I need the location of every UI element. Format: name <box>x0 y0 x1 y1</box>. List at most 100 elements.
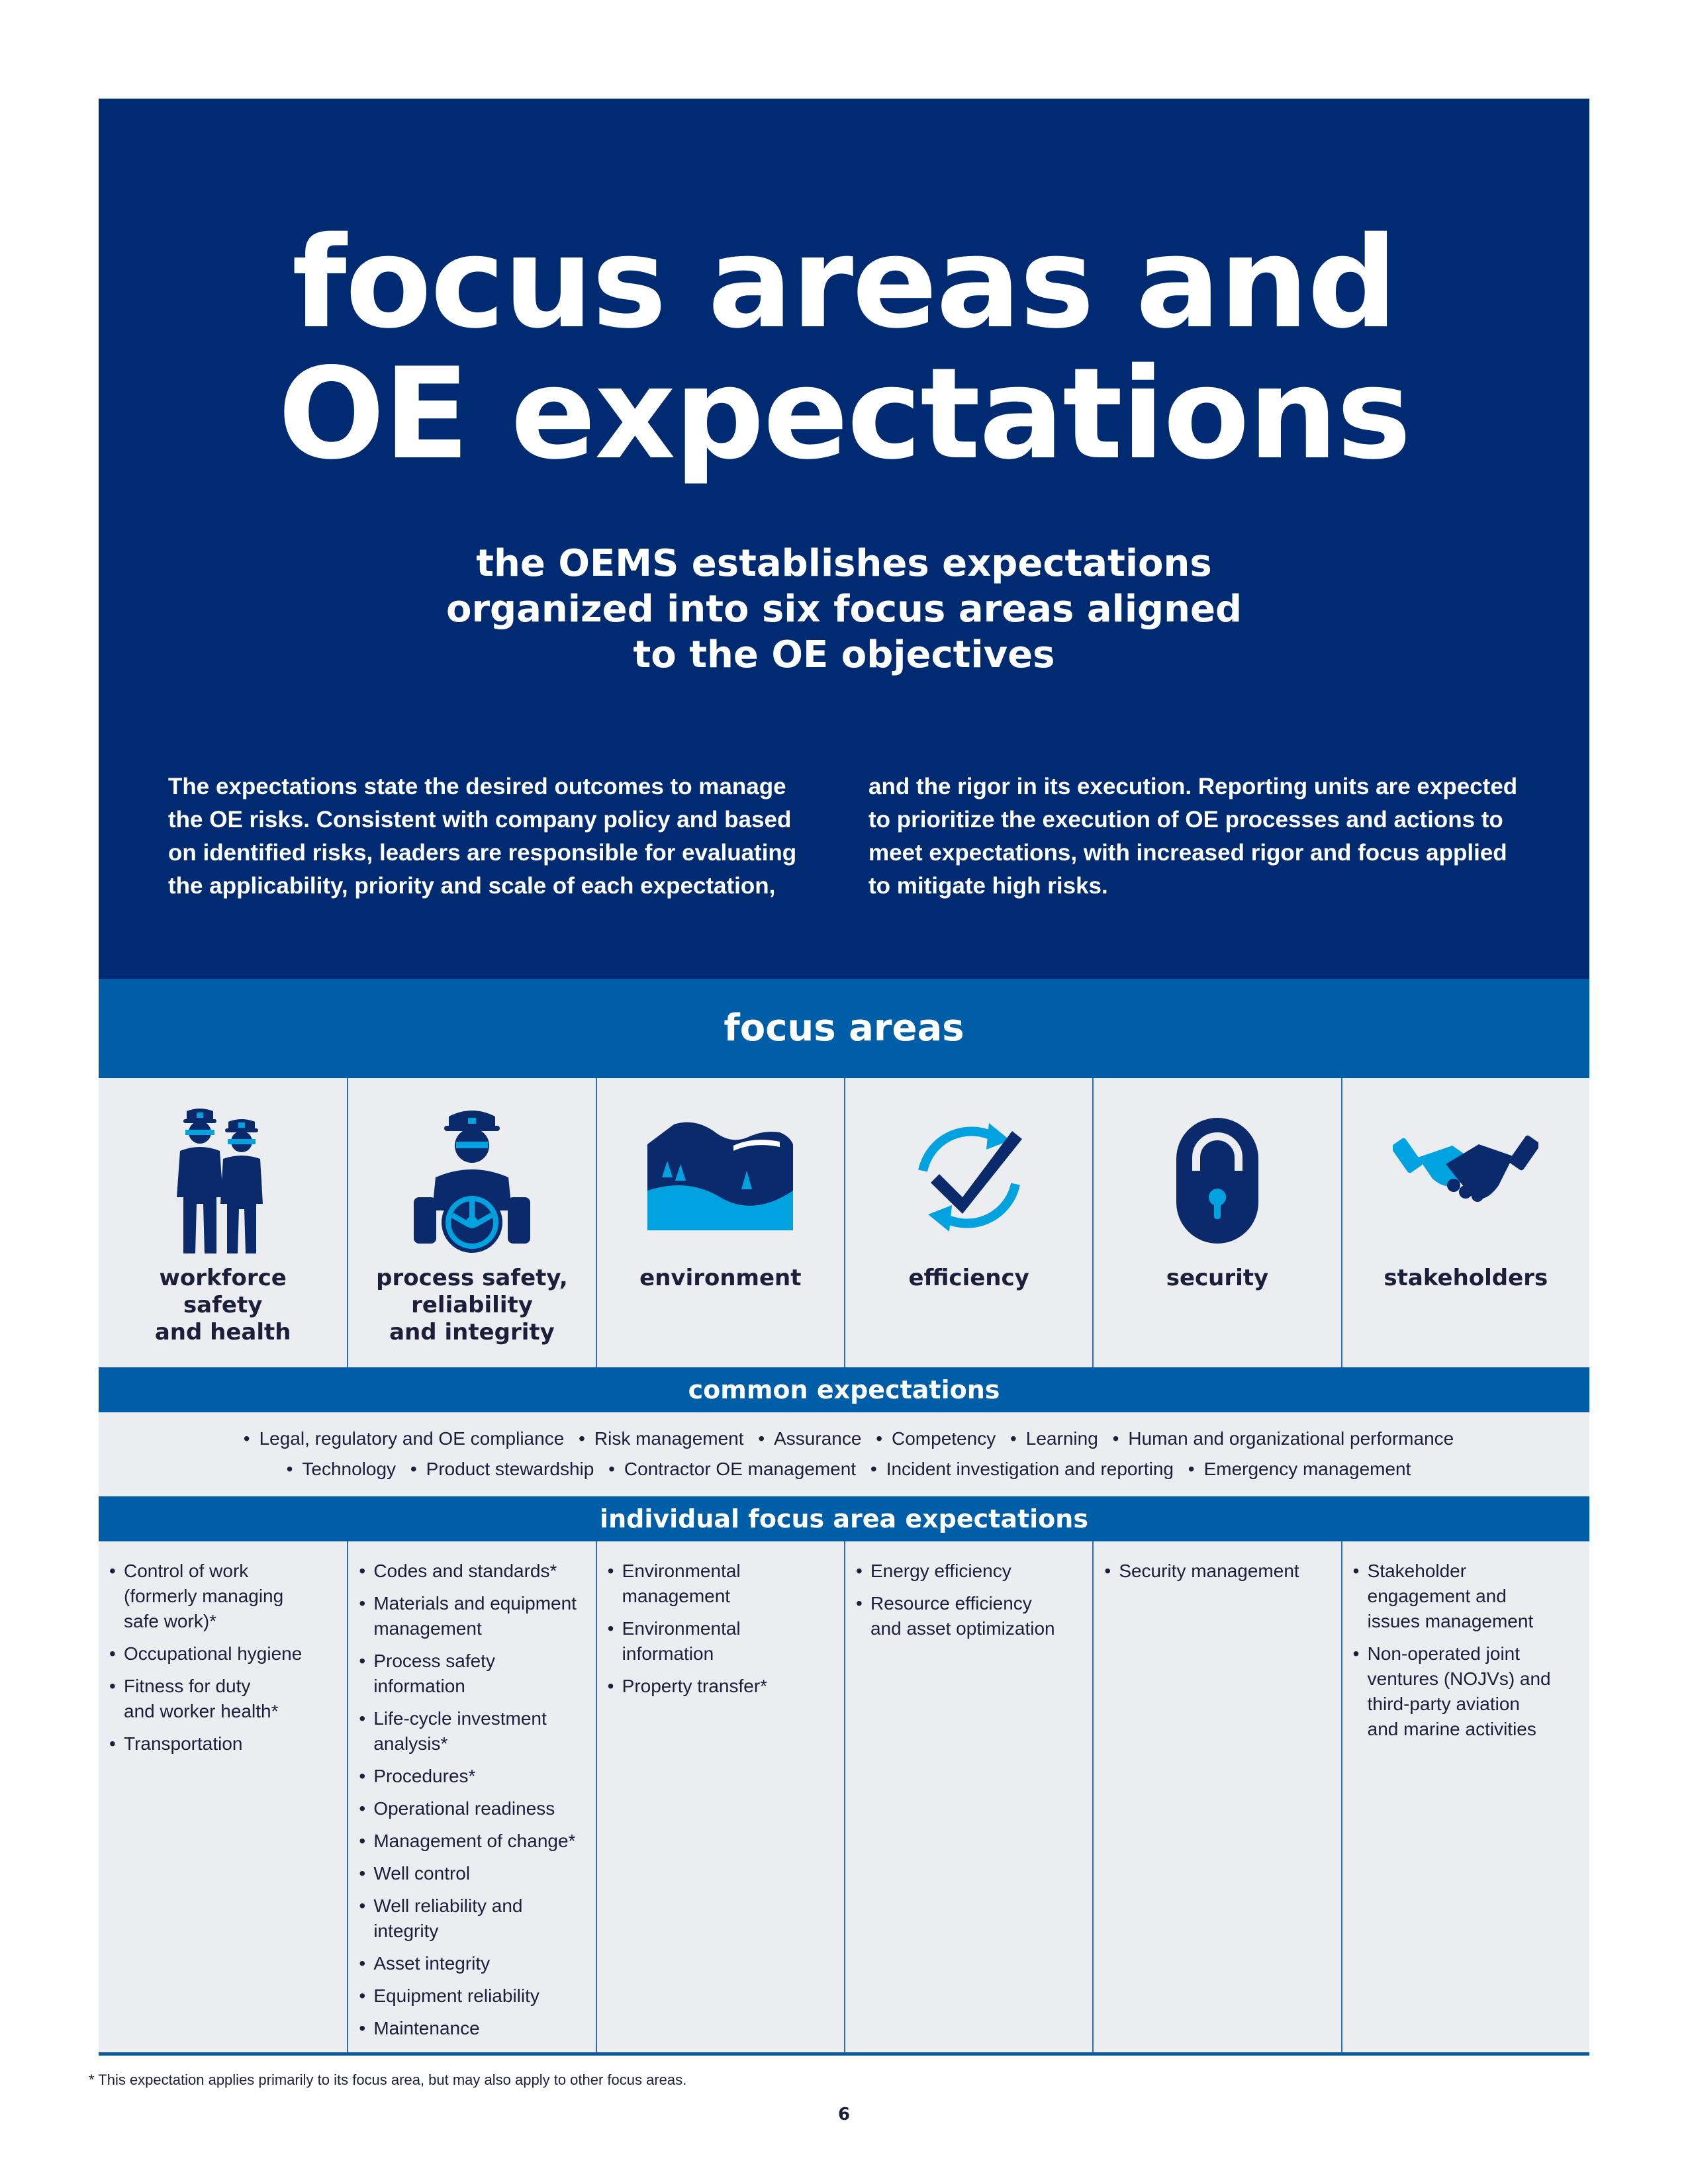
expectation-item: Equipment reliability <box>359 1983 583 2009</box>
expectation-item: Fitness for duty and worker health* <box>109 1674 335 1724</box>
common-item: Contractor OE management <box>599 1459 856 1479</box>
expectation-item: Control of work (formerly managing safe wo… <box>109 1559 335 1634</box>
expectation-item: Well reliability and integrity <box>359 1893 583 1944</box>
focus-area-workforce: workforce safety and health <box>99 1078 347 1367</box>
common-item: Learning <box>1001 1428 1098 1449</box>
workers-icon <box>150 1098 296 1257</box>
expectation-line: Life-cycle investment <box>373 1708 547 1729</box>
bullet-list: Environmental management Environmental info… <box>597 1541 844 1699</box>
focus-area-label: stakeholders <box>1349 1265 1583 1292</box>
focus-area-environment: environment <box>595 1078 844 1367</box>
expectation-line: Resource efficiency <box>870 1593 1032 1614</box>
expectation-line: Fitness for duty <box>124 1676 251 1696</box>
expectation-line: Non-operated joint <box>1367 1643 1521 1664</box>
landscape-icon <box>647 1098 794 1257</box>
label-line: stakeholders <box>1383 1265 1548 1291</box>
individual-expectations-heading: individual focus area expectations <box>99 1496 1589 1541</box>
expectation-line: (formerly managing <box>124 1586 284 1606</box>
expectation-line: Well reliability and <box>373 1895 523 1916</box>
focus-area-process-safety: process safety, reliability and integrit… <box>347 1078 595 1367</box>
title-line-2: OE expectations <box>277 341 1411 487</box>
subtitle-line-2: organized into six focus areas aligned <box>445 588 1243 631</box>
footnote: * This expectation applies primarily to … <box>89 2071 687 2088</box>
expectation-item: Maintenance <box>359 2016 583 2041</box>
bullet-list: Codes and standards* Materials and equipm… <box>348 1541 595 2041</box>
expectation-line: Transportation <box>124 1733 243 1754</box>
hero-banner: focus areas and OE expectations the OEMS… <box>99 99 1589 979</box>
expectation-line: Stakeholder <box>1367 1561 1467 1581</box>
expectation-line: Security management <box>1119 1561 1299 1581</box>
expectation-line: Maintenance <box>373 2018 480 2038</box>
expectation-item: Stakeholder engagement and issues manageme… <box>1353 1559 1577 1634</box>
expectation-item: Resource efficiency and asset optimizatio… <box>856 1591 1080 1641</box>
page-title: focus areas and OE expectations <box>99 218 1589 480</box>
focus-area-label: workforce safety and health <box>105 1265 340 1346</box>
expectation-line: ventures (NOJVs) and <box>1367 1668 1551 1689</box>
expectation-line: Environmental <box>622 1561 741 1581</box>
expectation-line: Energy efficiency <box>870 1561 1011 1581</box>
label-line: environment <box>639 1265 802 1291</box>
expectation-line: management <box>373 1618 482 1639</box>
expectation-item: Materials and equipment management <box>359 1591 583 1641</box>
focus-area-stakeholders: stakeholders <box>1340 1078 1589 1367</box>
common-item: Technology <box>277 1459 396 1479</box>
bullet-list: Energy efficiency Resource efficiency and … <box>845 1541 1092 1641</box>
expectation-item: Operational readiness <box>359 1796 583 1821</box>
focus-area-label: process safety, reliability and integrit… <box>355 1265 588 1346</box>
expectation-line: Management of change* <box>373 1831 576 1851</box>
common-expectations-line-2: Technology Product stewardship Contracto… <box>99 1454 1589 1484</box>
label-line: and integrity <box>389 1319 555 1345</box>
expectation-line: Process safety <box>373 1651 495 1671</box>
common-expectations-list: Legal, regulatory and OE compliance Risk… <box>99 1412 1589 1496</box>
expectation-line: integrity <box>373 1921 439 1941</box>
expectation-line: issues management <box>1367 1611 1534 1631</box>
padlock-icon <box>1145 1098 1290 1257</box>
expectation-line: Equipment reliability <box>373 1985 539 2006</box>
intro-paragraph-right: and the rigor in its execution. Reportin… <box>868 774 1518 899</box>
individual-column-workforce: Control of work (formerly managing safe wo… <box>99 1541 347 2052</box>
expectation-line: Well control <box>373 1863 471 1884</box>
focus-area-label: environment <box>604 1265 837 1292</box>
label-line: workforce <box>159 1265 287 1291</box>
label-line: safety <box>183 1292 263 1318</box>
handshake-icon <box>1393 1098 1539 1257</box>
common-item: Emergency management <box>1179 1459 1411 1479</box>
expectation-item: Management of change* <box>359 1829 583 1854</box>
focus-area-label: efficiency <box>852 1265 1086 1292</box>
expectation-line: Materials and equipment <box>373 1593 577 1614</box>
expectation-line: analysis* <box>373 1733 448 1754</box>
label-line: process safety, <box>376 1265 568 1291</box>
expectation-item: Non-operated joint ventures (NOJVs) and th… <box>1353 1641 1577 1742</box>
label-line: efficiency <box>908 1265 1029 1291</box>
bullet-list: Control of work (formerly managing safe wo… <box>99 1541 347 1756</box>
focus-area-efficiency: efficiency <box>843 1078 1092 1367</box>
common-item: Risk management <box>569 1428 743 1449</box>
subtitle-line-1: the OEMS establishes expectations <box>476 542 1212 585</box>
expectation-line: Environmental <box>622 1618 741 1639</box>
individual-column-stakeholders: Stakeholder engagement and issues manageme… <box>1340 1541 1589 2052</box>
expectation-line: information <box>373 1676 465 1696</box>
expectation-line: engagement and <box>1367 1586 1507 1606</box>
focus-area-security: security <box>1092 1078 1340 1367</box>
expectation-item: Property transfer* <box>608 1674 832 1699</box>
focus-areas-heading: focus areas <box>99 979 1589 1078</box>
expectation-item: Occupational hygiene <box>109 1641 335 1666</box>
expectation-line: management <box>622 1586 731 1606</box>
common-expectations-line-1: Legal, regulatory and OE compliance Risk… <box>99 1424 1589 1454</box>
bullet-list: Stakeholder engagement and issues manageme… <box>1342 1541 1589 1742</box>
page-number: 6 <box>837 2105 851 2124</box>
expectation-item: Energy efficiency <box>856 1559 1080 1584</box>
focus-areas-row: workforce safety and health <box>99 1078 1589 1367</box>
expectation-item: Transportation <box>109 1731 335 1756</box>
individual-expectations-grid: Control of work (formerly managing safe wo… <box>99 1541 1589 2056</box>
expectation-line: information <box>622 1643 714 1664</box>
expectation-line: Procedures* <box>373 1766 476 1786</box>
expectation-item: Well control <box>359 1861 583 1886</box>
expectation-item: Asset integrity <box>359 1951 583 1976</box>
common-item: Human and organizational performance <box>1103 1428 1454 1449</box>
label-line: reliability <box>411 1292 533 1318</box>
expectation-line: and marine activities <box>1367 1719 1536 1739</box>
common-expectations-heading: common expectations <box>99 1367 1589 1412</box>
common-item: Assurance <box>749 1428 861 1449</box>
expectation-line: Property transfer* <box>622 1676 768 1696</box>
